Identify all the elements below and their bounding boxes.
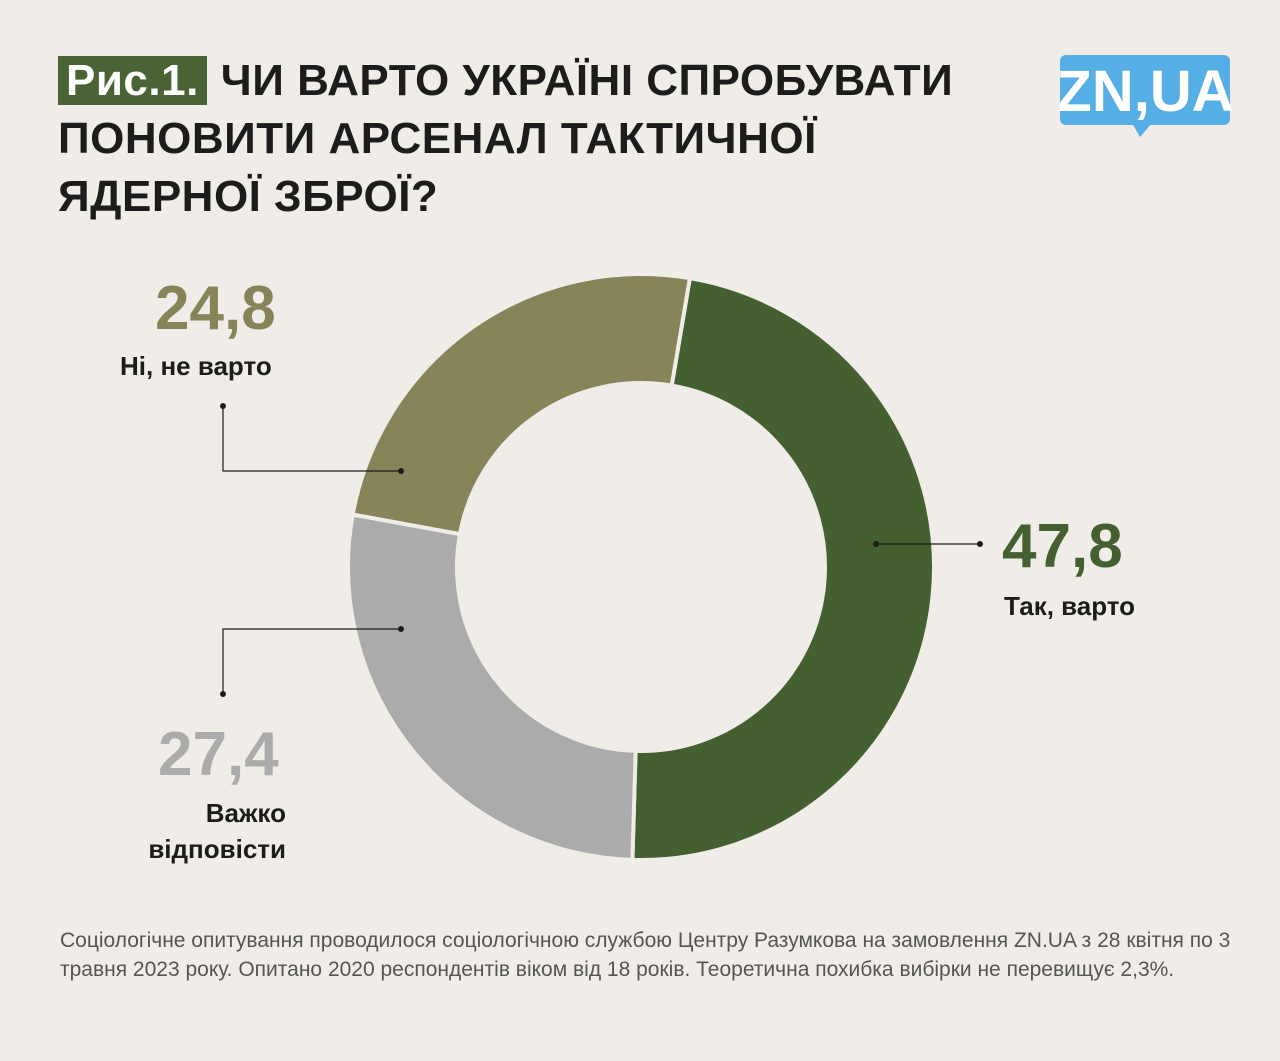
leader-dot [220,403,226,409]
leader-dot [977,541,983,547]
leader-dot [873,541,879,547]
leader-dot [398,626,404,632]
leader-line-hard [222,628,401,694]
figure-badge: Рис.1. [58,56,207,105]
footnote: Соціологічне опитування проводилося соці… [60,929,1231,981]
chart-title: Рис.1. ЧИ ВАРТО УКРАЇНІ СПРОБУВАТИ ПОНОВИ… [58,52,1018,226]
title-text: ЧИ ВАРТО УКРАЇНІ СПРОБУВАТИ ПОНОВИТИ АРС… [58,56,954,221]
value-label-yes: 47,8 [1002,512,1123,581]
category-label-yes: Так, варто [1004,591,1136,621]
value-label-hard: 27,4 [158,720,279,789]
leader-dot [398,468,404,474]
svg-text:ZN,UA: ZN,UA [1060,59,1232,124]
slice-no [350,272,693,537]
category-label-no: Ні, не варто [120,351,272,381]
leader-line-no [222,406,401,472]
value-label-no: 24,8 [155,274,276,343]
zn-ua-logo: ZN,UA [1060,55,1232,137]
slice-yes [630,275,936,862]
slice-hard [346,512,638,862]
leader-dot [220,691,226,697]
category-label-hard: Важко відповісти [148,798,286,864]
